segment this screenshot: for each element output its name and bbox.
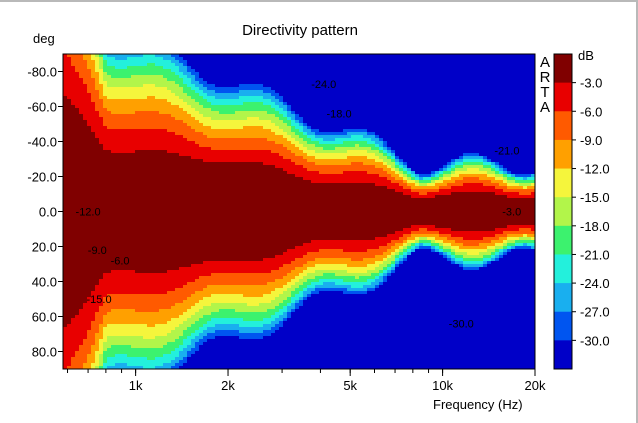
colorbar-tick-label: -27.0 (580, 305, 610, 320)
y-tick-label: -80.0 (27, 65, 57, 80)
colorbar-swatch (554, 311, 572, 341)
colorbar-swatch (554, 340, 572, 370)
y-tick-label: 20.0 (32, 240, 57, 255)
colorbar-tick-label: -3.0 (580, 76, 602, 91)
x-tick-label: 5k (343, 378, 357, 393)
y-axis: -80.0 -60.0 -40.0 -20.0 0.0 20.0 40.0 60.0 80.0 (27, 65, 63, 360)
x-axis: 1k 2k 5k 10k 20k (67, 369, 546, 393)
brand-letter: A (539, 99, 550, 116)
y-tick-label: 40.0 (32, 275, 57, 290)
contour-band (179, 54, 535, 369)
brand-letter: R (539, 69, 551, 86)
window-top-border (0, 0, 638, 2)
y-axis-unit-label: deg (33, 31, 55, 46)
contour-labels: -12.0 -9.0 -6.0 -15.0 -18.0 -21.0 -24.0 -3.0 -30… (76, 79, 522, 331)
colorbar-swatch (554, 283, 572, 313)
contour-band (95, 54, 531, 369)
contour-band (67, 54, 535, 369)
colorbar-swatch (554, 111, 572, 141)
colorbar-tick-label: -18.0 (580, 219, 610, 234)
y-tick-label: -20.0 (27, 170, 57, 185)
x-tick-label: 1k (129, 378, 143, 393)
contour-label: -24.0 (311, 79, 336, 91)
y-tick-label: 80.0 (32, 345, 57, 360)
contour-label: -12.0 (76, 207, 101, 219)
x-tick-label: 2k (221, 378, 235, 393)
colorbar-swatch (554, 197, 572, 227)
colorbar-frame (553, 53, 573, 370)
colorbar-swatch (554, 254, 572, 284)
colorbar-tick-label: -21.0 (580, 247, 610, 262)
colorbar: dB -3.0 -6.0 -9.0 -12.0 -15.0 -18.0 -21.0 -24.0 -… (553, 48, 610, 370)
colorbar-tick-label: -24.0 (580, 276, 610, 291)
colorbar-swatch (554, 168, 572, 198)
colorbar-tick-label: -6.0 (580, 104, 602, 119)
contour-band (171, 54, 531, 369)
contour-label: -15.0 (86, 294, 111, 306)
x-tick-label: 10k (432, 378, 453, 393)
y-tick-label: -60.0 (27, 100, 57, 115)
chart-title: Directivity pattern (242, 22, 358, 39)
colorbar-tick-label: -15.0 (580, 190, 610, 205)
contour-label: -21.0 (494, 145, 519, 157)
brand-letter: T (540, 84, 550, 101)
colorbar-unit: dB (578, 48, 594, 63)
y-tick-label: 0.0 (39, 205, 57, 220)
contour-band (63, 96, 535, 327)
colorbar-swatch (554, 139, 572, 170)
contour-label: -9.0 (88, 245, 107, 257)
brand-letter: A (539, 54, 550, 71)
contour-label: -3.0 (502, 207, 521, 219)
contour-plot-area (63, 54, 535, 369)
contour-label: -18.0 (327, 109, 352, 121)
colorbar-tick-label: -30.0 (580, 333, 610, 348)
contour-label: -30.0 (449, 319, 474, 331)
colorbar-swatch (554, 225, 572, 255)
x-tick-label: 20k (525, 378, 546, 393)
window-right-border (636, 0, 638, 423)
colorbar-swatch (554, 54, 572, 84)
y-tick-label: 60.0 (32, 310, 57, 325)
colorbar-tick-label: -12.0 (580, 162, 610, 177)
y-tick-label: -40.0 (27, 135, 57, 150)
contour-label: -6.0 (111, 256, 130, 268)
x-axis-label: Frequency (Hz) (433, 397, 523, 412)
colorbar-swatch (554, 82, 572, 112)
colorbar-tick-label: -9.0 (580, 133, 602, 148)
